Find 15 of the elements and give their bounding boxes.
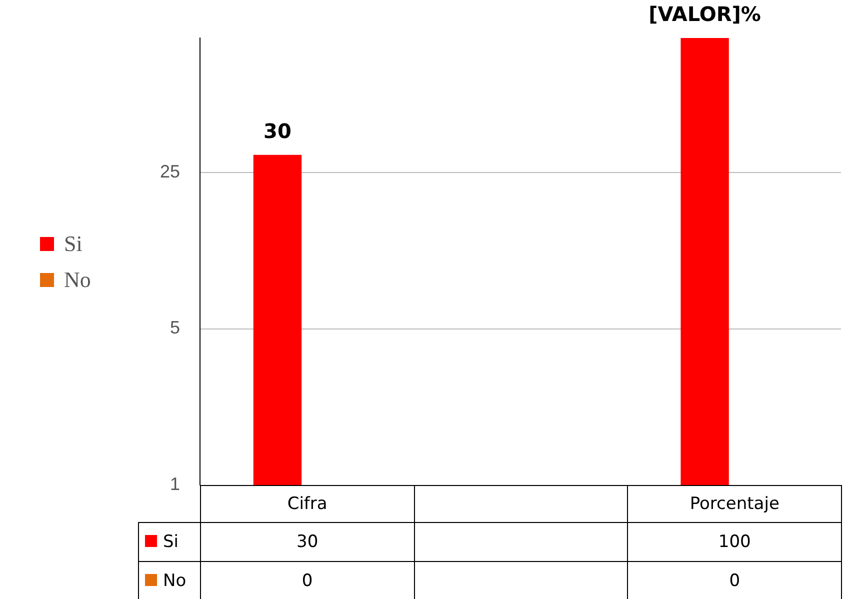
- y-tick-label: 5: [170, 318, 180, 338]
- data-label: 30: [296, 532, 318, 552]
- y-tick-label: 25: [160, 162, 180, 182]
- x-tick-label: Porcentaje: [690, 494, 780, 514]
- text: Si: [64, 230, 82, 256]
- text: 0: [729, 571, 740, 591]
- legend-label: No: [163, 571, 186, 591]
- legend-label: Si: [163, 532, 179, 552]
- x-tick-label: Cifra: [287, 494, 328, 514]
- text: No: [64, 266, 91, 292]
- annotation: 30: [264, 119, 292, 144]
- text: [VALOR]%: [648, 2, 761, 26]
- y-tick-label: 1: [170, 474, 180, 494]
- text: 0: [302, 571, 313, 591]
- data-label: 100: [718, 532, 751, 552]
